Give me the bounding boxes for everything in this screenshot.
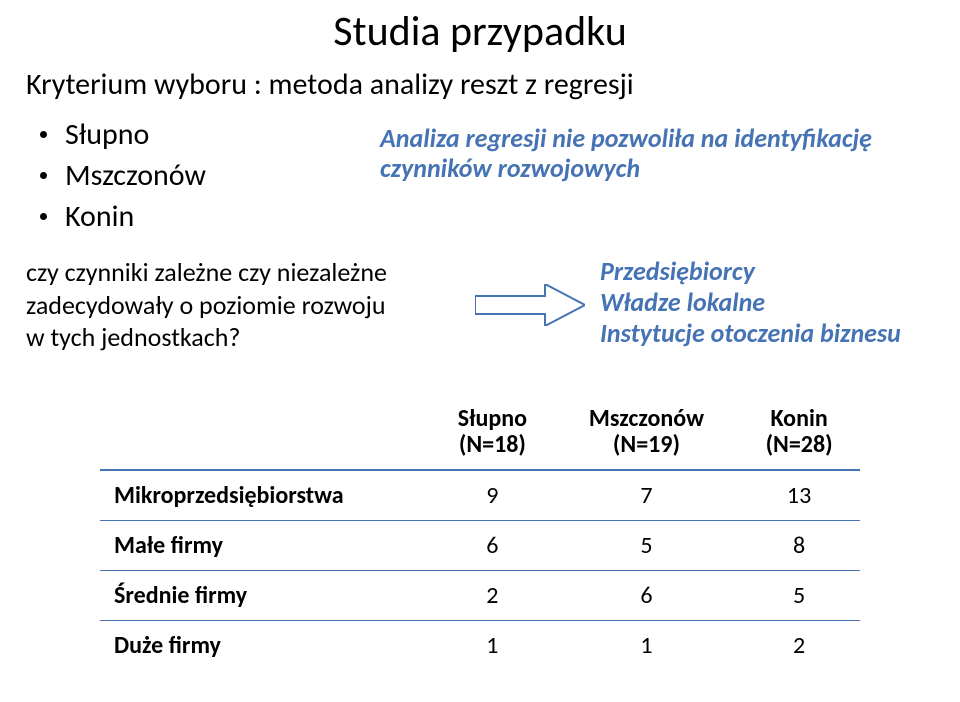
table-col-header: Słupno (N=18): [430, 396, 555, 470]
question-text: czy czynniki zależne czy niezależne zade…: [26, 256, 456, 354]
table-cell: 8: [738, 520, 860, 570]
list-item: Konin: [40, 198, 206, 235]
row-label: Mikroprzedsiębiorstwa: [100, 470, 430, 521]
slide: Studia przypadku Kryterium wyboru : meto…: [0, 0, 960, 702]
table-cell: 2: [430, 570, 555, 620]
annotation-text: Analiza regresji nie pozwoliła na identy…: [380, 124, 940, 184]
sources-text: Przedsiębiorcy Władze lokalne Instytucje…: [600, 256, 940, 350]
slide-title: Studia przypadku: [0, 6, 960, 57]
row-label: Średnie firmy: [100, 570, 430, 620]
table-header-row: Słupno (N=18) Mszczonów (N=19) Konin (N=…: [100, 396, 860, 470]
table-cell: 7: [555, 470, 738, 521]
slide-subtitle: Kryterium wyboru : metoda analizy reszt …: [26, 66, 634, 103]
table-cell: 1: [555, 620, 738, 670]
table-row: Małe firmy 6 5 8: [100, 520, 860, 570]
question-line: zadecydowały o poziomie rozwoju: [26, 289, 386, 321]
table-cell: 1: [430, 620, 555, 670]
annotation-line: Analiza regresji nie pozwoliła na identy…: [380, 122, 872, 154]
annotation-line: czynników rozwojowych: [380, 152, 640, 184]
table-cell: 5: [738, 570, 860, 620]
bullet-dot-icon: [40, 213, 47, 220]
table-cell: 9: [430, 470, 555, 521]
question-line: czy czynniki zależne czy niezależne: [26, 256, 387, 288]
table-cell: 6: [430, 520, 555, 570]
bullet-label: Konin: [65, 198, 134, 235]
row-label: Małe firmy: [100, 520, 430, 570]
data-table: Słupno (N=18) Mszczonów (N=19) Konin (N=…: [100, 396, 860, 670]
bullet-dot-icon: [40, 172, 47, 179]
list-item: Słupno: [40, 116, 206, 153]
table-row: Duże firmy 1 1 2: [100, 620, 860, 670]
row-label: Duże firmy: [100, 620, 430, 670]
table-corner: [100, 396, 430, 470]
bullet-list: Słupno Mszczonów Konin: [40, 116, 206, 239]
table-col-header: Konin (N=28): [738, 396, 860, 470]
bullet-label: Słupno: [65, 116, 149, 153]
table-cell: 13: [738, 470, 860, 521]
table-row: Średnie firmy 2 6 5: [100, 570, 860, 620]
sources-line: Przedsiębiorcy: [600, 255, 755, 287]
sources-line: Władze lokalne: [600, 286, 765, 318]
list-item: Mszczonów: [40, 157, 206, 194]
bullet-label: Mszczonów: [65, 157, 206, 194]
sources-line: Instytucje otoczenia biznesu: [600, 317, 901, 349]
question-line: w tych jednostkach?: [26, 321, 240, 353]
table-cell: 5: [555, 520, 738, 570]
table-cell: 2: [738, 620, 860, 670]
table-col-header: Mszczonów (N=19): [555, 396, 738, 470]
bullet-dot-icon: [40, 131, 47, 138]
table-row: Mikroprzedsiębiorstwa 9 7 13: [100, 470, 860, 521]
arrow-icon: [475, 284, 585, 326]
table-cell: 6: [555, 570, 738, 620]
